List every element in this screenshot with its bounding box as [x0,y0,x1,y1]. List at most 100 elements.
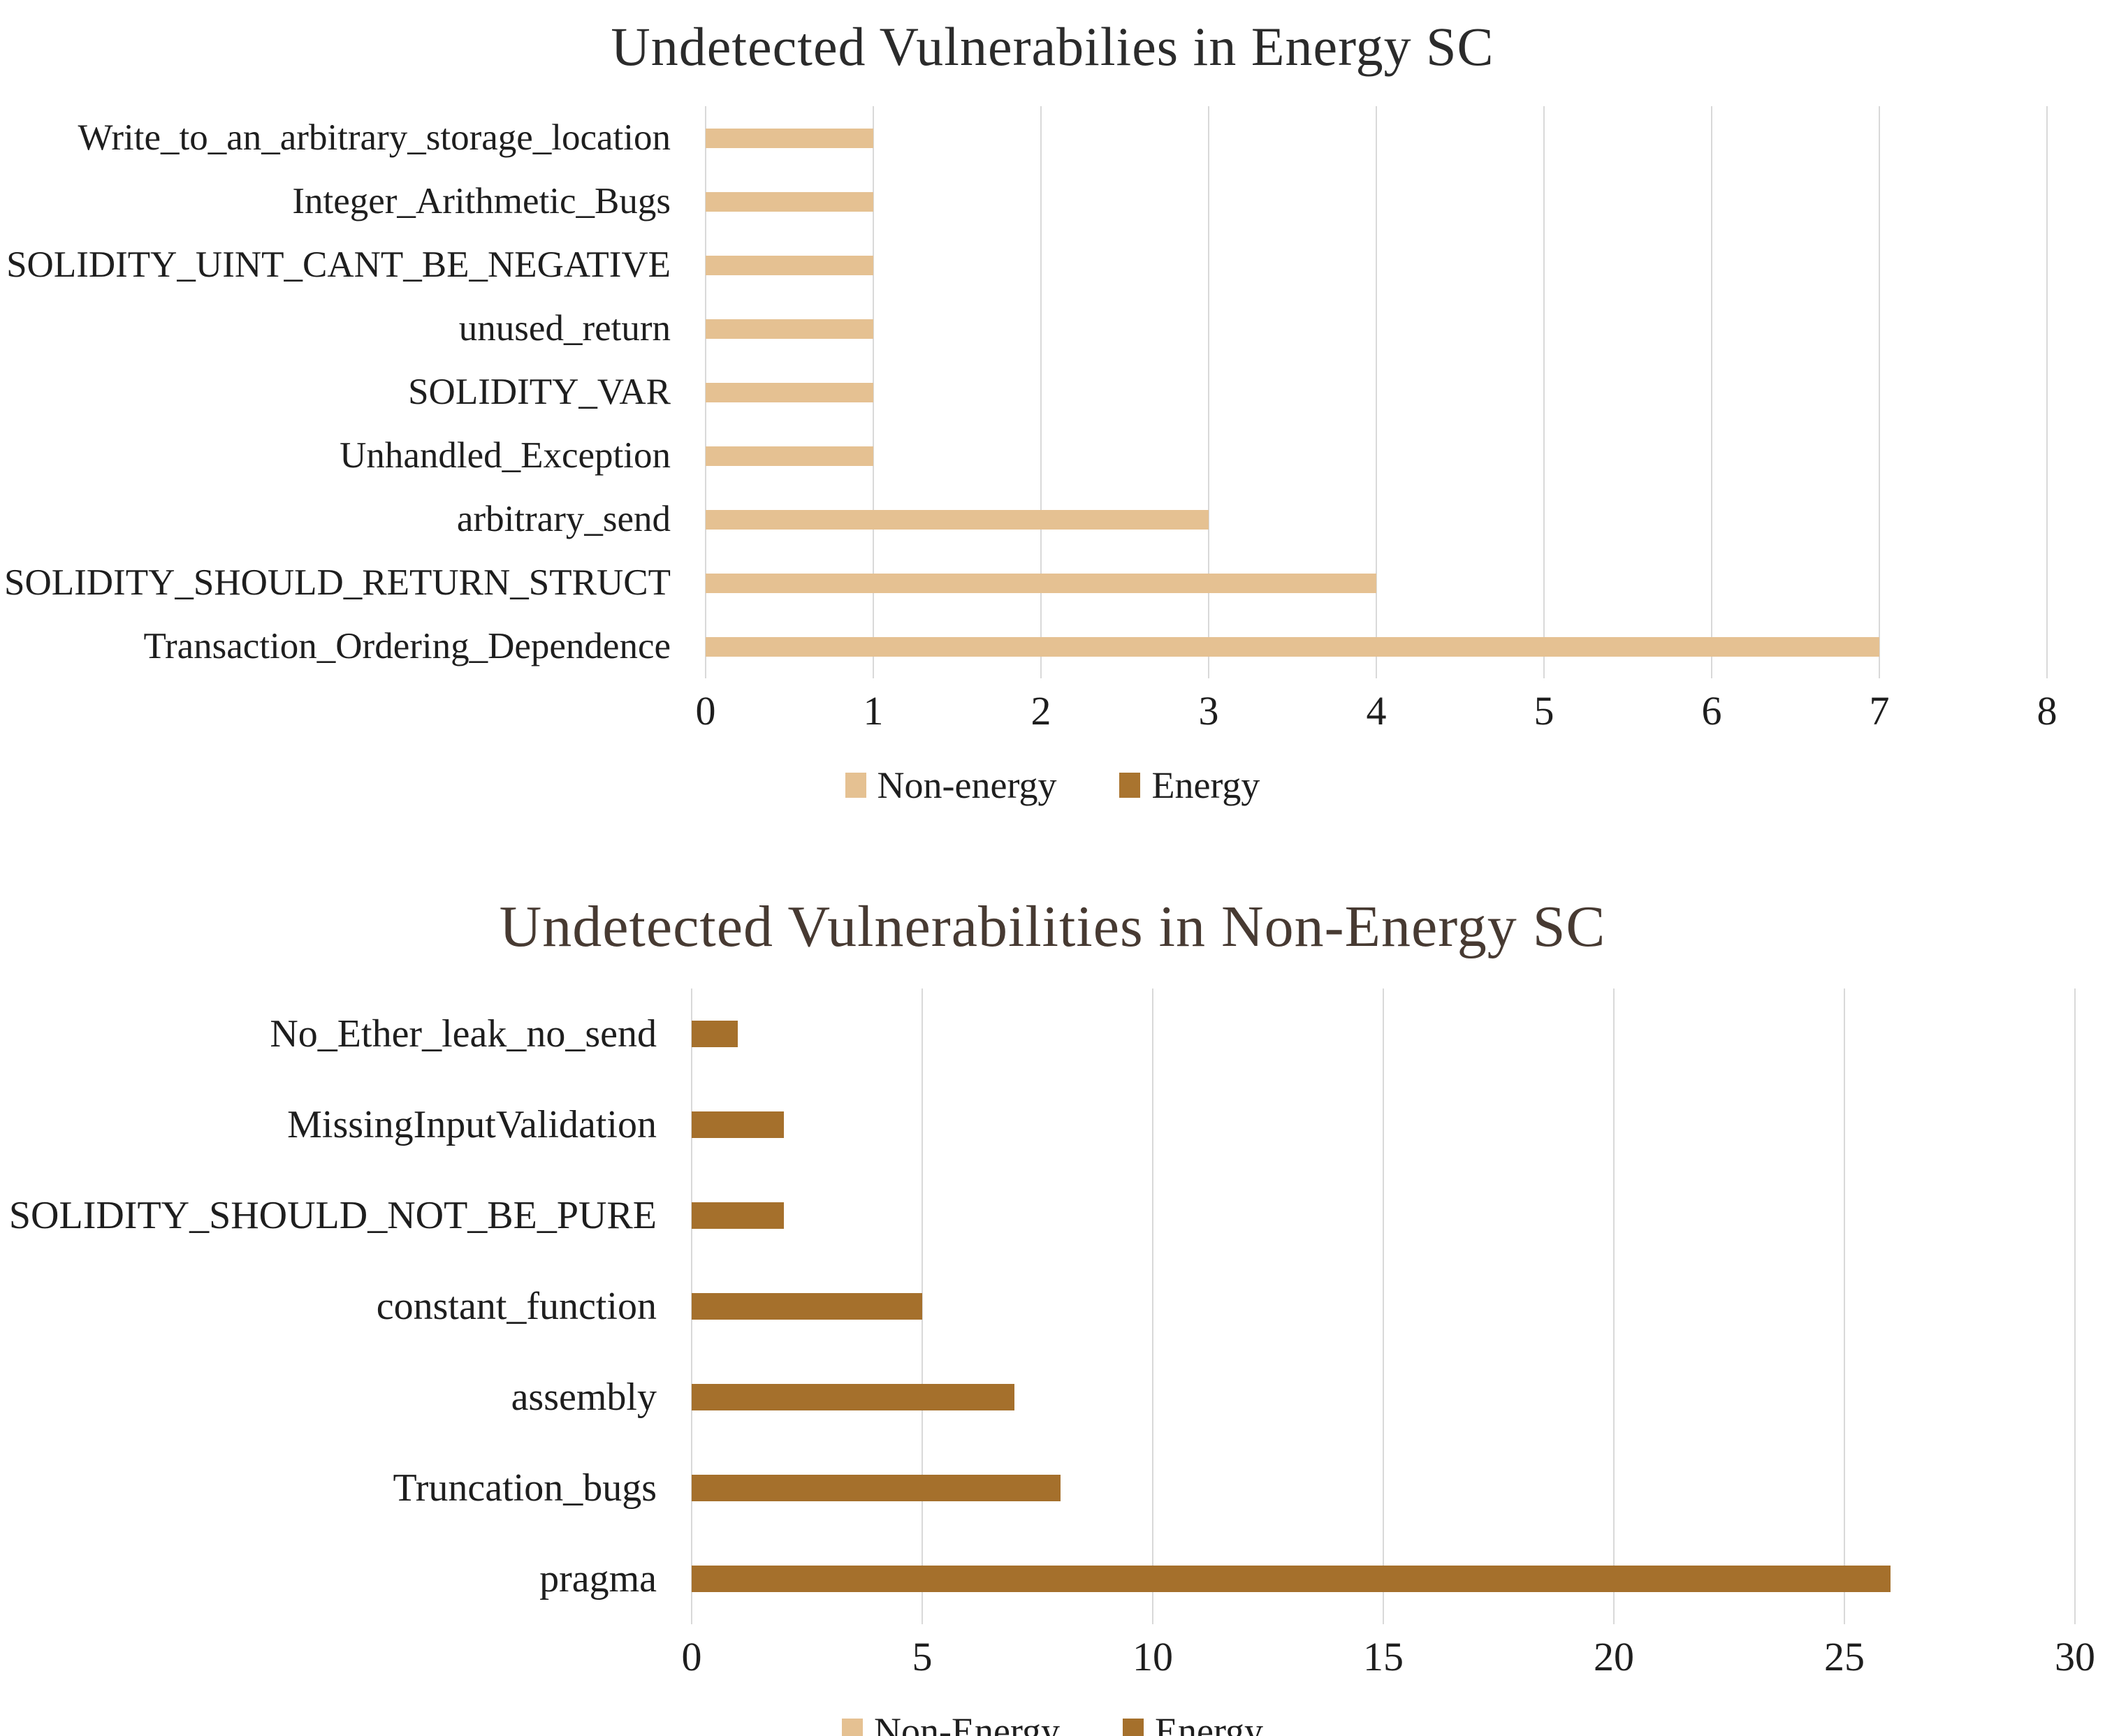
category-label: Integer_Arithmetic_Bugs [292,181,671,221]
chart-title-energy: Undetected Vulnerabilies in Energy SC [611,16,1494,77]
gridline [922,989,923,1624]
x-tick-label: 5 [912,1634,933,1679]
bar-track [706,360,2047,424]
x-tick-label: 20 [1594,1634,1634,1679]
gridline [1208,106,1209,678]
x-tick-label: 2 [1030,688,1051,734]
bar-track [692,1443,2075,1533]
legend-item-energy: Energy [1122,1710,1263,1736]
bar-pragma [692,1566,1891,1592]
category-label: arbitrary_send [456,499,671,539]
bar-arbitrary_send [706,509,1209,530]
chart-title-non-energy: Undetected Vulnerabilities in Non-Energy… [499,894,1606,959]
category-label: MissingInputValidation [287,1103,657,1146]
category-label: SOLIDITY_SHOULD_RETURN_STRUCT [4,562,671,603]
legend-label: Non-energy [877,764,1057,806]
legend-non-energy: Non-Energy Energy [0,1712,2105,1736]
legend-energy: Non-energy Energy [0,766,2105,804]
gridline [873,106,874,678]
bar-Unhandled_Exception [706,446,873,466]
bar-constant_function [692,1293,922,1320]
x-tick-label: 25 [1824,1634,1865,1679]
bar-No_Ether_leak_no_send [692,1021,738,1047]
bar-assembly [692,1384,1014,1410]
bar-track [706,551,2047,615]
category-label: SOLIDITY_SHOULD_NOT_BE_PURE [8,1194,657,1237]
gridline [1879,106,1880,678]
category-label: SOLIDITY_UINT_CANT_BE_NEGATIVE [6,245,671,285]
bar-track [692,1079,2075,1170]
legend-item-non-energy: Non-Energy [842,1712,1060,1736]
bar-track [706,615,2047,678]
chart-non-energy-sc: Undetected Vulnerabilities in Non-Energy… [0,877,2105,1736]
bar-track [692,1261,2075,1352]
bar-Transaction_Ordering_Dependence [706,636,1879,657]
bar-unused_return [706,319,873,339]
category-label: Unhandled_Exception [340,435,671,476]
bar-track [692,989,2075,1079]
bar-MissingInputValidation [692,1111,784,1138]
x-tick-label: 5 [1534,688,1554,734]
category-label: SOLIDITY_VAR [408,372,671,412]
gridline [1383,989,1384,1624]
legend-item-non-energy: Non-energy [845,764,1057,806]
x-tick-label: 1 [863,688,884,734]
x-tick-label: 10 [1132,1634,1173,1679]
gridline [1543,106,1545,678]
gridline [2074,989,2076,1624]
legend-swatch [845,773,866,798]
x-tick-label: 30 [2055,1634,2095,1679]
bar-track [706,297,2047,360]
x-axis-non-energy: 0 5 10 15 20 25 30 [682,1624,2096,1688]
bar-Write_to_an_arbitrary_storage_location [706,128,873,148]
bar-track [706,170,2047,233]
x-tick-label: 15 [1363,1634,1404,1679]
gridline [1613,989,1615,1624]
gridline [1152,989,1153,1624]
bar-SOLIDITY_UINT_CANT_BE_NEGATIVE [706,255,873,275]
bar-SOLIDITY_SHOULD_RETURN_STRUCT [706,573,1376,593]
gridline [1376,106,1377,678]
x-axis-energy: 0 1 2 3 4 5 6 7 8 [696,678,2057,743]
category-label: assembly [511,1376,657,1419]
category-label: unused_return [458,308,671,349]
legend-label: Non-Energy [874,1710,1060,1736]
chart-energy-sc: Undetected Vulnerabilies in Energy SC Wr… [0,0,2105,804]
legend-label: Energy [1154,1710,1263,1736]
category-label: Write_to_an_arbitrary_storage_location [78,117,671,158]
x-tick-label: 0 [681,1634,702,1679]
plot-area-energy: Write_to_an_arbitrary_storage_location In… [0,106,2105,678]
bar-track [706,106,2047,170]
bar-track [706,424,2047,488]
x-tick-label: 4 [1366,688,1387,734]
category-label: No_Ether_leak_no_send [270,1012,657,1056]
bar-SOLIDITY_SHOULD_NOT_BE_PURE [692,1202,784,1229]
bar-track [706,488,2047,551]
bar-track [692,1170,2075,1261]
bar-track [692,1533,2075,1624]
legend-swatch [1119,773,1141,798]
gridline [1844,989,1845,1624]
legend-swatch [842,1719,864,1736]
x-tick-label: 3 [1198,688,1219,734]
category-label: Transaction_Ordering_Dependence [143,626,671,666]
legend-label: Energy [1151,764,1260,806]
gridline [1711,106,1712,678]
x-tick-label: 8 [2037,688,2057,734]
x-tick-label: 7 [1869,688,1890,734]
bar-track [706,233,2047,297]
legend-swatch [1122,1719,1144,1736]
plot-area-non-energy: No_Ether_leak_no_send MissingInputValidat… [0,989,2105,1624]
gridline [1040,106,1042,678]
category-label: pragma [539,1557,657,1600]
category-label: Truncation_bugs [393,1466,657,1510]
x-tick-label: 6 [1701,688,1722,734]
bar-Integer_Arithmetic_Bugs [706,191,873,212]
bar-track [692,1352,2075,1443]
gridline [2046,106,2048,678]
legend-item-energy: Energy [1119,766,1260,804]
x-tick-label: 0 [695,688,716,734]
bar-Truncation_bugs [692,1475,1061,1501]
bar-SOLIDITY_VAR [706,382,873,402]
